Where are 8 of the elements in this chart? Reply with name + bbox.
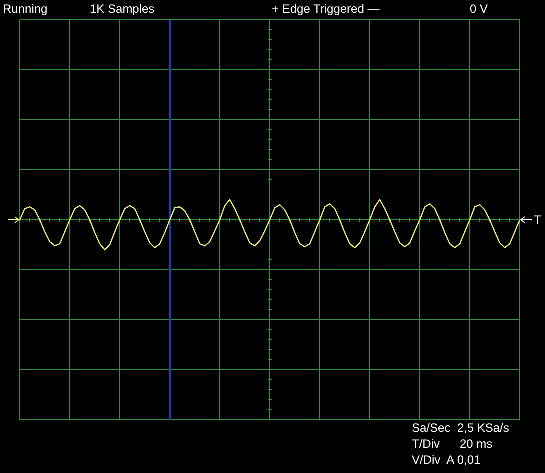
text: T — [534, 213, 542, 227]
text: Sa/Sec 2,5 KSa/s — [412, 421, 510, 435]
text: 0 V — [470, 2, 488, 16]
text: 1K Samples — [90, 2, 155, 16]
text: V/Div A 0,01 — [412, 453, 482, 467]
text: Running — [3, 2, 48, 16]
text: T/Div 20 ms — [412, 437, 493, 451]
text: + Edge Triggered — — [272, 2, 380, 16]
